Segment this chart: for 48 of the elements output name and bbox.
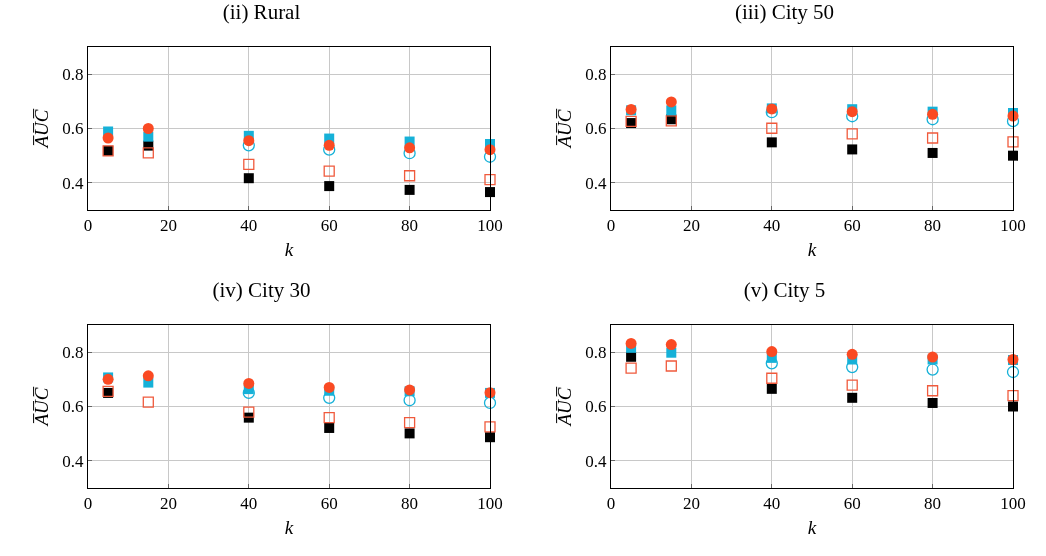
y-tick-label: 0.8 bbox=[62, 343, 84, 363]
x-tick-label: 60 bbox=[320, 494, 338, 514]
x-tick-label: 100 bbox=[477, 494, 503, 514]
x-tick-label: 60 bbox=[843, 494, 861, 514]
x-tick-label: 60 bbox=[320, 216, 338, 236]
x-tick-label: 40 bbox=[240, 494, 258, 514]
x-tick-label: 100 bbox=[1000, 494, 1026, 514]
y-tick-label: 0.6 bbox=[62, 397, 84, 417]
x-tick-label: 0 bbox=[606, 216, 616, 236]
x-tick-label: 20 bbox=[682, 494, 700, 514]
y-tick-label: 0.6 bbox=[585, 119, 607, 139]
y-tick-label: 0.6 bbox=[585, 397, 607, 417]
x-axis-title: k bbox=[284, 239, 294, 261]
x-axis-title: k bbox=[807, 517, 817, 539]
x-tick-label: 40 bbox=[763, 216, 781, 236]
x-axis-title: k bbox=[807, 239, 817, 261]
x-tick-label: 100 bbox=[477, 216, 503, 236]
x-tick-label: 60 bbox=[843, 216, 861, 236]
x-tick-label: 40 bbox=[763, 494, 781, 514]
chart-title: (ii) Rural bbox=[222, 0, 301, 24]
y-tick-label: 0.4 bbox=[62, 173, 85, 193]
x-tick-label: 80 bbox=[924, 216, 942, 236]
y-tick-label: 0.8 bbox=[585, 343, 607, 363]
y-tick-label: 0.6 bbox=[62, 119, 84, 139]
y-axis-title: A̅U̅C̅ bbox=[31, 386, 53, 428]
x-axis-title: k bbox=[284, 517, 294, 539]
y-tick-label: 0.4 bbox=[62, 451, 85, 471]
chart-title: (iii) City 50 bbox=[734, 0, 835, 24]
y-tick-label: 0.4 bbox=[585, 173, 608, 193]
chart-title: (v) City 5 bbox=[743, 277, 826, 302]
x-tick-label: 0 bbox=[83, 494, 93, 514]
y-axis-title: A̅U̅C̅ bbox=[31, 108, 53, 150]
x-tick-label: 40 bbox=[240, 216, 258, 236]
x-tick-label: 20 bbox=[682, 216, 700, 236]
x-tick-label: 20 bbox=[159, 494, 177, 514]
x-tick-label: 100 bbox=[1000, 216, 1026, 236]
x-tick-label: 80 bbox=[401, 494, 419, 514]
y-tick-label: 0.4 bbox=[585, 451, 608, 471]
y-axis-title: A̅U̅C̅ bbox=[554, 108, 576, 150]
y-tick-label: 0.8 bbox=[62, 65, 84, 85]
y-tick-label: 0.8 bbox=[585, 65, 607, 85]
x-tick-label: 20 bbox=[159, 216, 177, 236]
x-tick-label: 80 bbox=[401, 216, 419, 236]
chart-title: (iv) City 30 bbox=[212, 277, 311, 302]
x-tick-label: 0 bbox=[606, 494, 616, 514]
x-tick-label: 0 bbox=[83, 216, 93, 236]
x-tick-label: 80 bbox=[924, 494, 942, 514]
y-axis-title: A̅U̅C̅ bbox=[554, 386, 576, 428]
